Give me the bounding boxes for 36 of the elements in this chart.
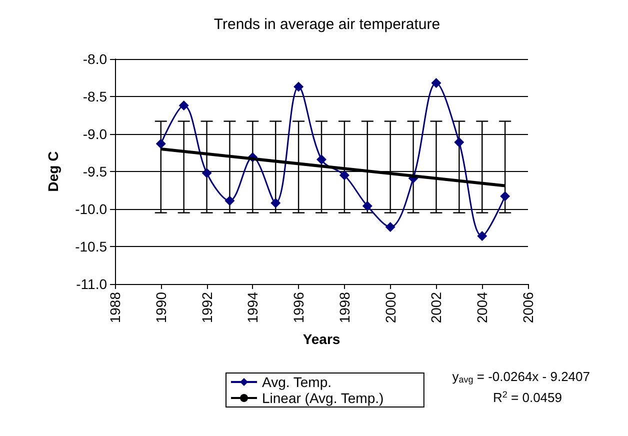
x-tick-label: 2000 [382,292,398,324]
y-tick-label: -11.0 [76,276,108,292]
y-tick-label: -9.5 [82,164,108,180]
x-tick-label: 1998 [336,292,352,324]
x-tick-label: 1994 [244,292,261,324]
point [270,198,281,208]
point [294,82,304,92]
point [385,222,396,232]
legend-label: Avg. Temp. [262,374,332,390]
x-tick-label: 1992 [198,292,215,324]
y-tick-label: -9.0 [82,126,108,142]
legend-label: Linear (Avg. Temp.) [262,390,384,406]
x-tick-label: 2004 [474,292,490,324]
point [178,100,189,110]
chart-title: Trends in average air temperature [214,16,440,33]
point [224,196,235,206]
point [156,138,166,149]
y-tick-label: -10.5 [75,238,108,254]
point [202,168,212,178]
point [431,78,442,88]
x-tick-label: 2006 [520,292,536,324]
point [500,191,510,202]
y-axis-title: Deg C [45,151,61,192]
point [477,231,488,241]
y-tick-label: -10.0 [75,201,108,217]
point [339,170,350,180]
x-tick-label: 2002 [428,292,444,324]
x-tick-label: 1996 [290,292,307,324]
x-tick-label: 1990 [152,292,169,324]
point [454,137,464,148]
x-axis-title: Years [302,331,340,347]
y-tick-label: -8.0 [82,51,108,67]
y-tick-label: -8.5 [82,88,108,104]
point [362,201,372,211]
point [316,154,326,164]
x-tick-label: 1988 [107,292,123,324]
